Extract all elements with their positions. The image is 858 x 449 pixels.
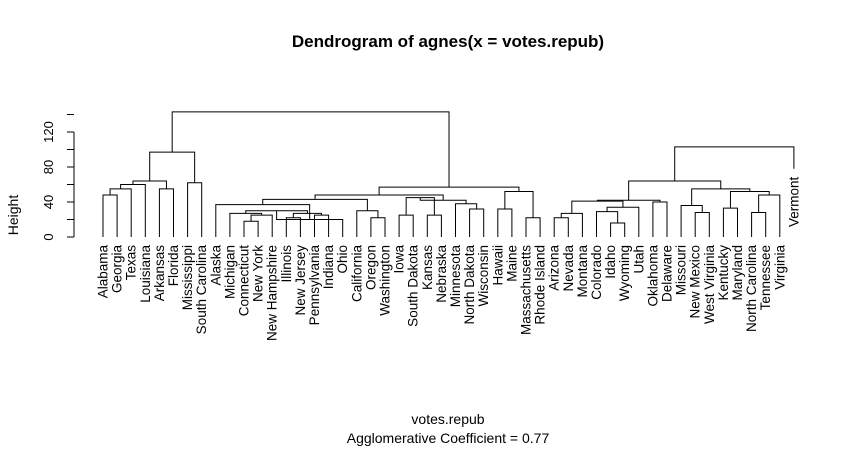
leaf-label-delaware: Delaware [660,245,675,302]
leaf-label-pennsylvania: Pennsylvania [307,245,322,326]
leaf-labels: Alabama Georgia Texas Louisiana Arkansas Flor… [96,177,802,342]
dendrogram-branch [229,212,263,237]
leaf-label-florida: Florida [166,245,181,287]
dendrogram-branch [102,194,118,237]
agglomerative-coefficient: Agglomerative Coefficient = 0.77 [347,430,550,446]
leaf-label-louisiana: Louisiana [138,245,153,303]
leaf-label-massachusetts: Massachusetts [519,245,534,335]
leaf-label-illinois: Illinois [279,245,294,283]
dendrogram-branch [553,217,569,237]
dendrogram-branch [378,186,520,195]
leaf-label-new-york: New York [251,245,266,302]
leaf-label-idaho: Idaho [603,245,618,279]
y-axis: 0 40 80 120 [41,114,75,241]
dendrogram-branch [610,222,626,237]
dendrogram-branch [729,191,770,209]
leaf-label-arkansas: Arkansas [152,245,167,302]
dendrogram-branch [398,214,414,237]
dendrogram-branch [469,208,485,237]
dendrogram-branch [149,151,196,183]
dendrogram-branch [171,111,450,188]
y-tick-label: 40 [41,195,56,209]
leaf-label-mississippi: Mississippi [180,245,195,310]
dendrogram-branch [628,180,722,201]
leaf-label-maine: Maine [504,245,519,282]
leaf-label-california: California [349,245,364,303]
leaf-label-new-hampshire: New Hampshire [265,245,280,341]
dendrogram-branch [652,201,668,237]
dendrogram-branch [596,211,619,237]
leaf-label-oklahoma: Oklahoma [645,245,660,307]
y-tick-label: 0 [41,233,56,240]
leaf-label-kansas: Kansas [420,245,435,290]
leaf-label-wyoming: Wyoming [617,245,632,301]
leaf-label-arizona: Arizona [547,245,562,291]
leaf-label-wisconsin: Wisconsin [476,245,491,307]
dendrogram-branch [158,188,174,237]
leaf-label-missouri: Missouri [674,245,689,295]
dendrogram-branch [356,210,379,237]
dendrogram-branch [120,184,146,237]
leaf-label-colorado: Colorado [589,245,604,300]
dendrogram-branch [250,214,273,237]
dendrogram-branch [525,217,541,237]
leaf-label-georgia: Georgia [110,245,125,294]
leaf-label-minnesota: Minnesota [448,245,463,308]
dendrogram-branch [314,214,330,237]
dendrogram-branch [370,217,386,237]
leaf-label-texas: Texas [124,245,139,281]
leaf-label-virginia: Virginia [772,245,787,290]
dendrogram-branches [102,111,795,237]
leaf-label-rhode-island: Rhode Island [533,245,548,325]
leaf-label-michigan: Michigan [222,245,237,299]
leaf-label-alabama: Alabama [96,245,111,299]
leaf-label-washington: Washington [378,245,393,316]
dendrogram-branch [426,214,442,237]
leaf-label-south-carolina: South Carolina [194,245,209,335]
leaf-label-new-mexico: New Mexico [688,245,703,319]
dendrogram-branch [680,205,703,237]
leaf-label-connecticut: Connecticut [237,245,252,317]
dendrogram-branch [285,217,301,237]
dendrogram-branch [504,191,534,218]
dendrogram-branch [674,146,795,181]
leaf-label-maryland: Maryland [730,245,745,301]
leaf-label-indiana: Indiana [321,245,336,290]
dendrogram-branch [694,212,710,237]
y-axis-label: Height [5,195,21,236]
dendrogram-branch [560,212,583,237]
leaf-label-tennessee: Tennessee [758,245,773,310]
dendrogram-branch [722,207,738,237]
x-axis-label: votes.repub [411,411,484,427]
leaf-label-west-virginia: West Virginia [702,245,717,325]
leaf-label-alaska: Alaska [208,245,223,286]
leaf-label-north-carolina: North Carolina [744,245,759,333]
y-tick-label: 120 [41,121,56,143]
leaf-label-south-dakota: South Dakota [406,245,421,327]
dendrogram-branch [751,212,767,237]
leaf-label-north-dakota: North Dakota [462,245,477,325]
leaf-label-nevada: Nevada [561,245,576,292]
dendrogram-branch [109,188,132,237]
dendrogram-branch [497,208,513,237]
leaf-label-nebraska: Nebraska [434,245,449,303]
leaf-label-kentucky: Kentucky [716,245,731,301]
leaf-label-hawaii: Hawaii [490,245,505,286]
y-tick-label: 80 [41,160,56,174]
leaf-label-utah: Utah [631,245,646,274]
chart-title: Dendrogram of agnes(x = votes.repub) [292,32,604,51]
leaf-label-vermont: Vermont [786,177,801,228]
dendrogram-branch [758,194,781,237]
dendrogram-branch [187,182,203,237]
leaf-label-montana: Montana [575,245,590,298]
dendrogram-branch [243,220,259,237]
leaf-label-oregon: Oregon [363,245,378,290]
leaf-label-iowa: Iowa [392,245,407,274]
leaf-label-new-jersey: New Jersey [293,245,308,316]
leaf-label-ohio: Ohio [335,245,350,274]
